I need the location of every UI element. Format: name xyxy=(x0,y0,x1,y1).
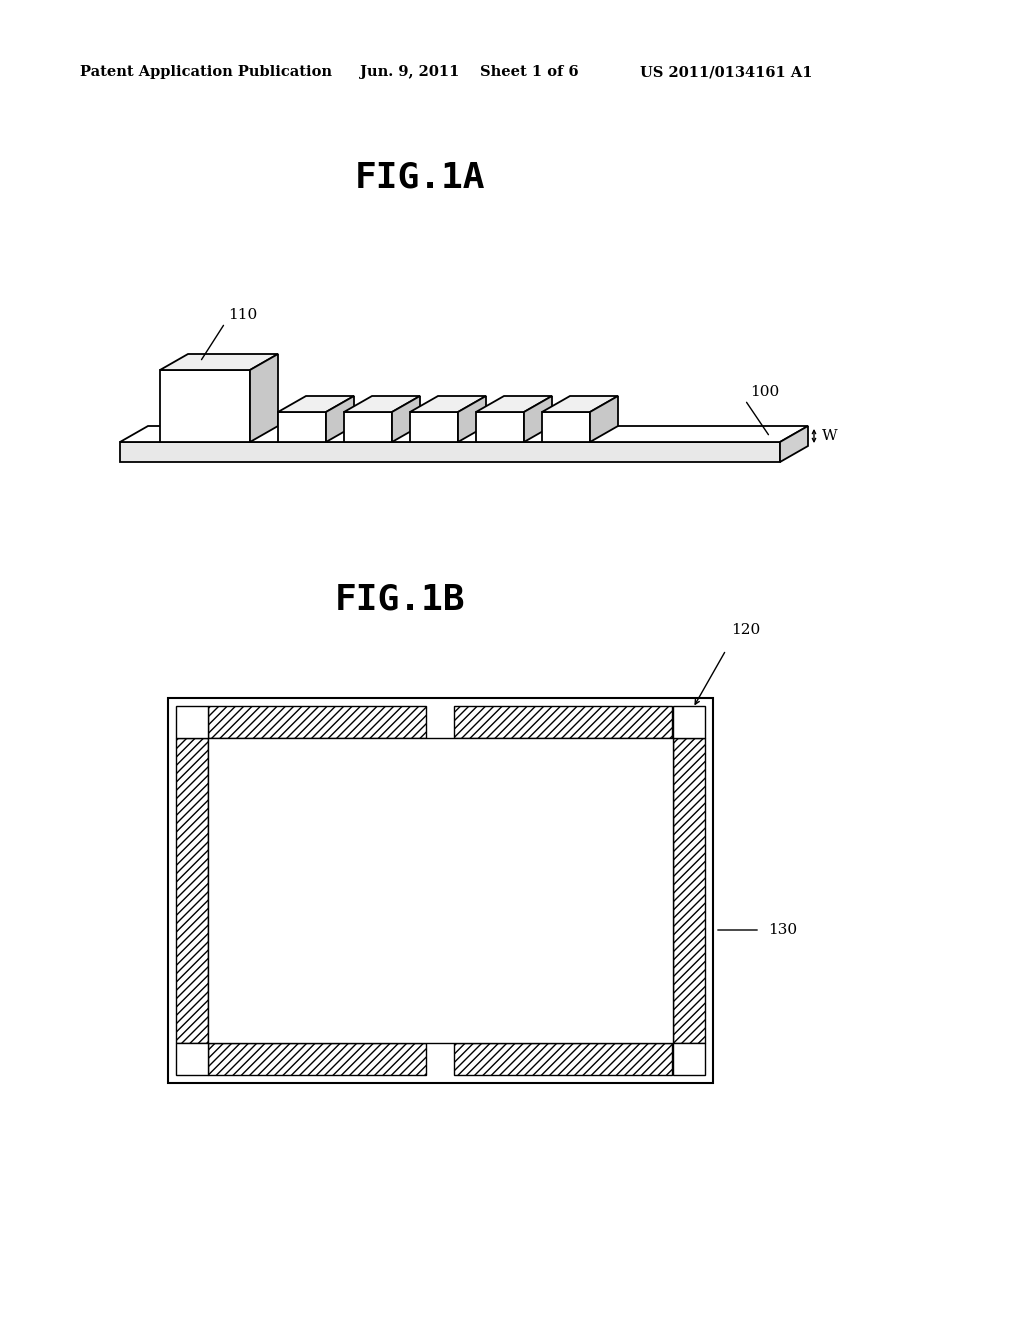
Polygon shape xyxy=(326,396,354,442)
Bar xyxy=(673,738,705,1043)
Bar xyxy=(208,1043,426,1074)
Text: FIG.1B: FIG.1B xyxy=(335,583,465,616)
Polygon shape xyxy=(542,396,618,412)
Text: 120: 120 xyxy=(731,623,760,638)
Polygon shape xyxy=(410,412,458,442)
Polygon shape xyxy=(250,354,278,442)
Text: 130: 130 xyxy=(768,923,797,937)
Bar xyxy=(208,738,673,1043)
Text: 100: 100 xyxy=(750,385,779,399)
Polygon shape xyxy=(344,412,392,442)
Polygon shape xyxy=(120,442,780,462)
Bar xyxy=(454,1043,672,1074)
Text: W: W xyxy=(822,429,838,444)
Text: US 2011/0134161 A1: US 2011/0134161 A1 xyxy=(640,65,812,79)
Polygon shape xyxy=(278,412,326,442)
Polygon shape xyxy=(476,412,524,442)
Bar xyxy=(176,706,208,738)
Polygon shape xyxy=(120,426,808,442)
Polygon shape xyxy=(278,396,354,412)
Bar xyxy=(454,706,672,738)
Bar xyxy=(168,698,713,1082)
Bar xyxy=(176,1043,208,1074)
Bar xyxy=(673,706,705,738)
Text: Jun. 9, 2011: Jun. 9, 2011 xyxy=(360,65,460,79)
Polygon shape xyxy=(476,396,552,412)
Polygon shape xyxy=(458,396,486,442)
Bar xyxy=(673,1043,705,1074)
Text: Sheet 1 of 6: Sheet 1 of 6 xyxy=(480,65,579,79)
Polygon shape xyxy=(160,370,250,442)
Polygon shape xyxy=(410,396,486,412)
Text: 110: 110 xyxy=(228,308,257,322)
Polygon shape xyxy=(524,396,552,442)
Polygon shape xyxy=(780,426,808,462)
Polygon shape xyxy=(392,396,420,442)
Bar xyxy=(176,738,208,1043)
Text: FIG.1A: FIG.1A xyxy=(354,161,485,195)
Polygon shape xyxy=(590,396,618,442)
Polygon shape xyxy=(160,354,278,370)
Text: Patent Application Publication: Patent Application Publication xyxy=(80,65,332,79)
Bar xyxy=(208,706,426,738)
Polygon shape xyxy=(542,412,590,442)
Polygon shape xyxy=(344,396,420,412)
